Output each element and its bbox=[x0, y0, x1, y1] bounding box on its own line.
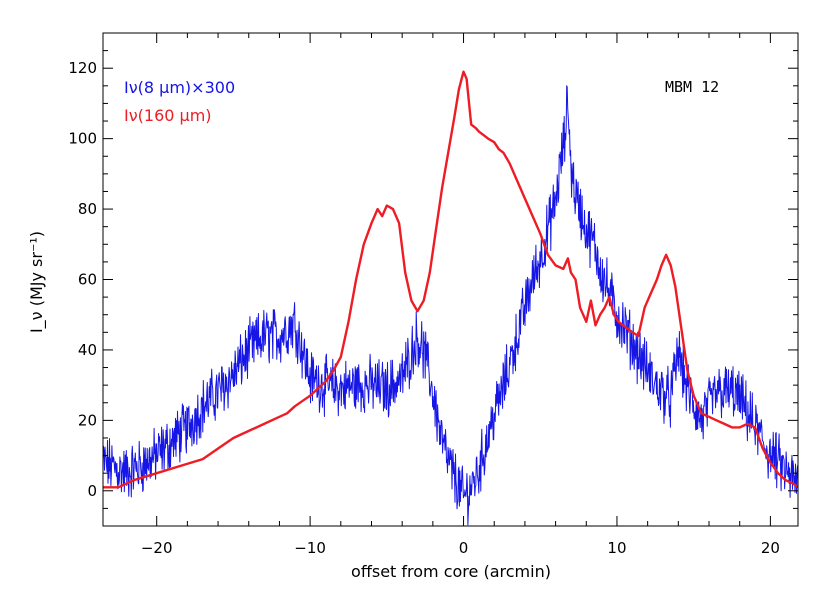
y-tick-label: 100 bbox=[68, 130, 97, 148]
y-tick-label: 60 bbox=[78, 271, 97, 289]
y-tick-label: 80 bbox=[78, 200, 97, 218]
series-8um-line bbox=[103, 85, 798, 526]
x-tick-label: 0 bbox=[459, 539, 469, 557]
x-axis-title: offset from core (arcmin) bbox=[351, 562, 551, 581]
series-160um-line bbox=[103, 70, 798, 489]
x-tick-label: −10 bbox=[294, 539, 326, 557]
ticks-layer: −20 −10 0 10 20 0 20 40 60 80 100 120 bbox=[68, 32, 798, 557]
region-annotation: MBM 12 bbox=[665, 78, 719, 96]
y-tick-label: 0 bbox=[87, 482, 97, 500]
legend-entry-8um: Iν(8 μm)×300 bbox=[124, 78, 235, 97]
y-axis-title: I_ν (MJy sr⁻¹) bbox=[27, 231, 47, 333]
y-tick-label: 20 bbox=[78, 411, 97, 429]
x-tick-label: −20 bbox=[141, 539, 173, 557]
y-tick-label: 120 bbox=[68, 59, 97, 77]
legend: Iν(8 μm)×300 Iν(160 μm) bbox=[124, 78, 235, 125]
legend-entry-160um: Iν(160 μm) bbox=[124, 106, 212, 125]
x-tick-label: 20 bbox=[761, 539, 780, 557]
series-layer bbox=[103, 70, 798, 526]
x-tick-label: 10 bbox=[607, 539, 626, 557]
y-tick-label: 40 bbox=[78, 341, 97, 359]
